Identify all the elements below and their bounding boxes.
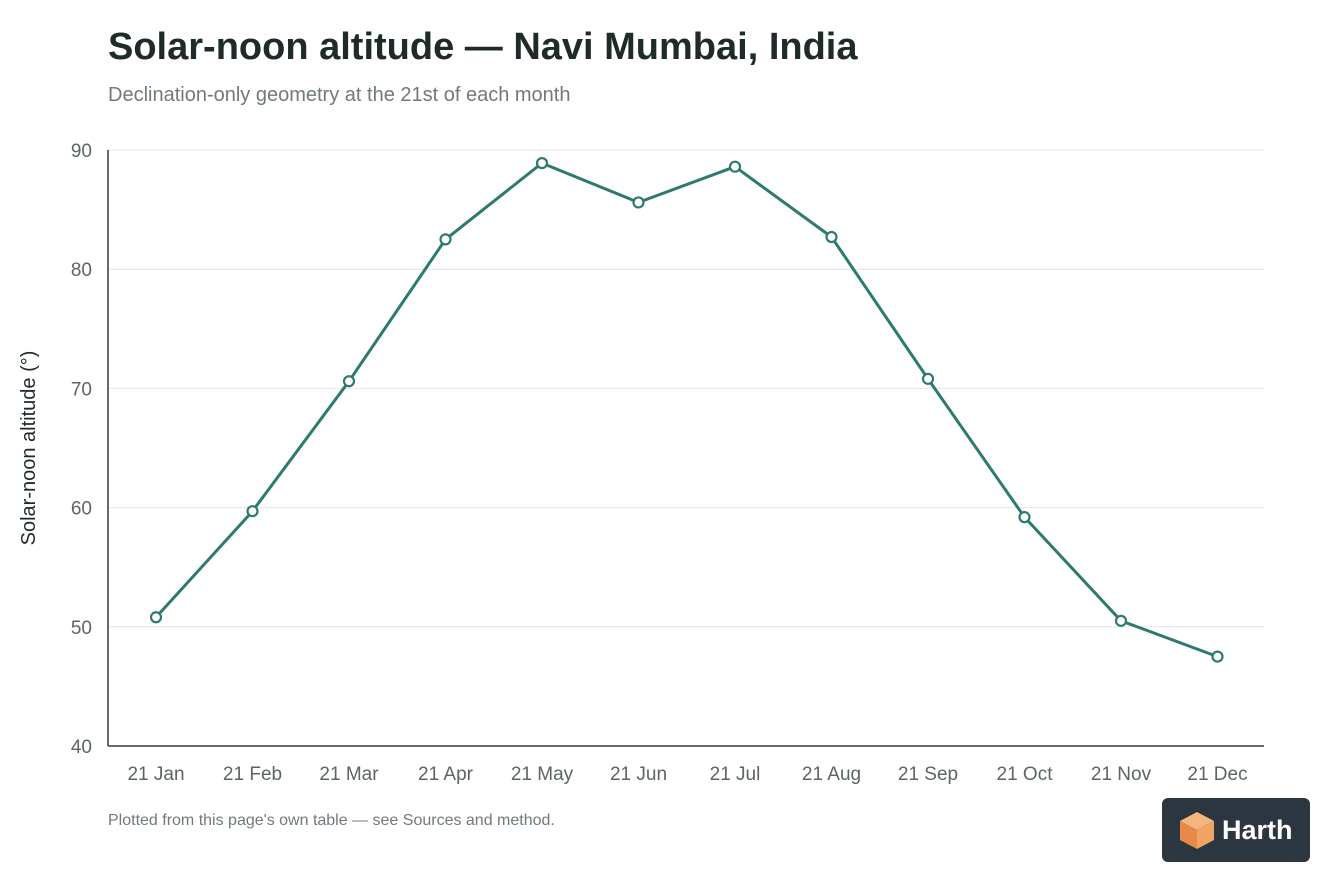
x-tick-label: 21 Dec xyxy=(1187,764,1247,785)
x-tick-label: 21 Jun xyxy=(610,764,667,785)
brand-badge[interactable]: Harth xyxy=(1162,798,1310,862)
series-altitude xyxy=(149,157,1224,663)
gridlines xyxy=(108,149,1264,628)
data-point[interactable] xyxy=(342,375,356,388)
chart-subtitle: Declination-only geometry at the 21st of… xyxy=(108,84,571,106)
data-point[interactable] xyxy=(825,230,838,244)
cube-icon xyxy=(1180,812,1214,849)
data-point[interactable] xyxy=(1114,614,1128,627)
chart-footnote: Plotted from this page's own table — see… xyxy=(108,812,555,829)
x-tick-label: 21 Oct xyxy=(997,764,1054,785)
x-tick-label: 21 Jan xyxy=(127,764,184,785)
y-tick-labels: 40 50 60 70 80 90 xyxy=(71,141,92,758)
y-tick-label: 60 xyxy=(71,499,92,520)
x-tick-label: 21 Sep xyxy=(898,764,958,785)
data-point[interactable] xyxy=(1018,511,1031,524)
x-tick-label: 21 Apr xyxy=(418,764,474,785)
series-line xyxy=(154,161,1219,659)
data-point[interactable] xyxy=(632,196,645,209)
x-tick-label: 21 Nov xyxy=(1091,764,1152,785)
y-tick-label: 80 xyxy=(71,260,92,281)
data-point[interactable] xyxy=(728,160,742,173)
y-tick-label: 40 xyxy=(71,737,92,758)
data-point[interactable] xyxy=(246,505,259,518)
data-point[interactable] xyxy=(149,611,163,624)
x-tick-label: 21 Mar xyxy=(319,764,379,785)
x-tick-label: 21 Feb xyxy=(223,764,282,785)
x-tick-label: 21 May xyxy=(511,764,574,785)
data-point[interactable] xyxy=(439,233,452,246)
y-tick-label: 90 xyxy=(71,141,92,162)
brand-name: Harth xyxy=(1222,814,1293,845)
axes xyxy=(107,150,1264,747)
y-tick-label: 70 xyxy=(71,379,92,400)
x-tick-label: 21 Aug xyxy=(802,764,861,785)
data-point[interactable] xyxy=(535,157,549,170)
data-point[interactable] xyxy=(1211,650,1224,663)
data-point[interactable] xyxy=(921,372,935,385)
x-tick-labels: 21 Jan 21 Feb 21 Mar 21 Apr 21 May 21 Jun 21 J… xyxy=(127,764,1247,785)
x-tick-label: 21 Jul xyxy=(710,764,761,785)
y-axis-title: Solar-noon altitude (°) xyxy=(18,351,40,546)
chart-title: Solar-noon altitude — Navi Mumbai, India xyxy=(108,26,858,68)
y-tick-label: 50 xyxy=(71,618,92,639)
